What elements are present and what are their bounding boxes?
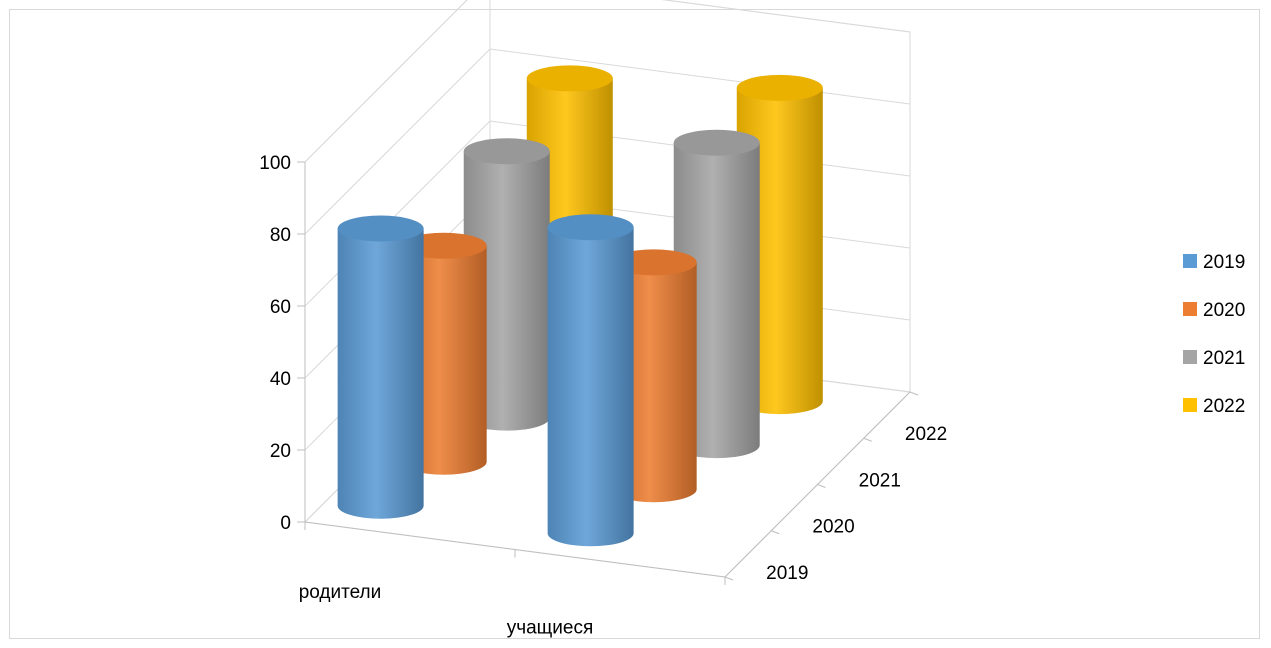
cylinder-top [547,214,634,241]
chart-bars [337,65,823,547]
cylinder-top [736,74,823,101]
category-label: учащиеся [507,617,594,638]
bar-учащиеся-2019 [547,214,634,547]
depth-tick-mark [863,437,872,442]
chart-labels: 0 20 40 60 80 100 родители учащиеся 2019 2020 2021… [259,153,947,638]
cylinder-body [337,228,424,519]
depth-label: 2022 [905,424,947,445]
depth-tick-mark [771,530,780,535]
chart-axes [297,161,919,585]
legend-swatch-2019 [1183,254,1197,268]
legend-label-2020: 2020 [1203,300,1245,321]
y-tick-label: 0 [280,513,291,534]
legend-label-2022: 2022 [1203,396,1245,417]
cylinder-body [547,227,634,547]
depth-label: 2019 [766,563,808,584]
y-tick-label: 80 [270,225,291,246]
depth-label: 2020 [812,517,854,538]
legend-swatch-2021 [1183,350,1197,364]
gridline-100 [304,0,911,163]
legend-label-2021: 2021 [1203,348,1245,369]
depth-tick-mark [817,484,826,488]
legend-swatch-2020 [1183,302,1197,316]
category-label: родители [299,582,382,603]
legend-label-2019: 2019 [1203,252,1245,273]
y-tick-label: 40 [270,369,291,390]
depth-label: 2021 [859,470,901,491]
cylinder-top [526,65,613,92]
depth-tick-mark [909,391,919,396]
chart-legend: 2019 2020 2021 2022 [1183,252,1245,417]
y-tick-label: 60 [270,297,291,318]
y-tick-label: 100 [259,153,291,174]
depth-tick-mark [724,576,734,581]
bar-родители-2019 [337,215,424,519]
y-tick-label: 20 [270,441,291,462]
cylinder-top [463,138,550,165]
cylinder-top [337,215,424,242]
cylinder-top [673,129,760,156]
legend-swatch-2022 [1183,398,1197,412]
